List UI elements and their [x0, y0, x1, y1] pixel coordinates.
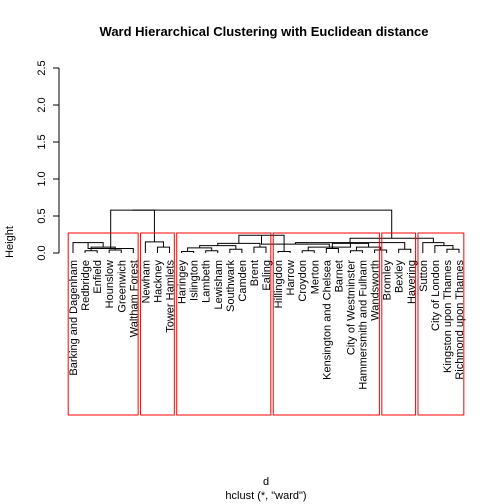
dendrogram-branch — [349, 250, 363, 253]
y-tick-label: 2.0 — [36, 97, 48, 112]
dendrogram-branch — [84, 250, 98, 253]
leaf-label: Hillingdon — [273, 260, 285, 308]
dendrogram-branches — [72, 209, 460, 253]
dendrogram-branch — [260, 235, 330, 248]
leaf-label: Croydon — [297, 260, 309, 302]
leaf-label: Southwark — [225, 260, 237, 312]
cluster-rectangles — [67, 232, 465, 416]
leaf-label: Greenwich — [116, 260, 128, 313]
leaf-labels: Barking and Dagenham Redbridge Enfield Houn… — [68, 259, 466, 389]
leaf-label: Islington — [189, 260, 201, 301]
leaf-label: Enfield — [92, 260, 104, 294]
leaf-label: Wandsworth — [370, 260, 382, 321]
leaf-label: Hounslow — [104, 260, 116, 308]
leaf-label: Lambeth — [201, 260, 213, 303]
leaf-label: City of Westminster — [345, 260, 357, 355]
dendrogram-branch — [398, 248, 412, 253]
leaf-label: Hammersmith and Fulham — [358, 260, 370, 390]
cluster-rect — [140, 232, 175, 416]
y-axis-label: Height — [4, 226, 16, 258]
dendrogram-branch — [229, 248, 243, 253]
leaf-label: Barnet — [333, 260, 345, 292]
leaf-label: Lewisham — [213, 260, 225, 310]
hclust-method-label: hclust (*, "ward") — [225, 490, 306, 502]
leaf-label: Redbridge — [80, 260, 92, 311]
leaf-label: Brent — [249, 260, 261, 286]
cluster-rect — [176, 232, 272, 416]
dendrogram-branch — [132, 209, 393, 239]
y-axis: 0.0 0.5 1.0 1.5 2.0 2.5 — [36, 60, 60, 261]
leaf-label: Harrow — [285, 260, 297, 296]
leaf-label: Sutton — [418, 260, 430, 292]
leaf-label: Richmond upon Thames — [454, 260, 466, 380]
dendrogram-branch — [349, 237, 434, 243]
dendrogram-branch — [253, 246, 267, 253]
y-tick-label: 0.5 — [36, 208, 48, 223]
leaf-label: Bromley — [382, 260, 394, 301]
cluster-rect — [67, 232, 139, 416]
leaf-label: Newham — [140, 260, 152, 303]
dendrogram-branch — [277, 251, 291, 253]
leaf-label: Kensington and Chelsea — [321, 259, 333, 380]
leaf-label: Havering — [406, 260, 418, 304]
leaf-label: Waltham Forest — [128, 260, 140, 337]
dendrogram-branch — [110, 209, 155, 249]
dendrogram-branch — [301, 250, 315, 253]
y-tick-label: 2.5 — [36, 60, 48, 75]
leaf-label: Merton — [309, 260, 321, 294]
dendrogram-branch — [181, 251, 195, 253]
leaf-label: Hackney — [152, 260, 164, 303]
dendrogram-branch — [374, 249, 388, 253]
dendrogram-branch — [156, 246, 170, 253]
leaf-label: Barking and Dagenham — [68, 260, 80, 376]
leaf-label: Ealing — [261, 260, 273, 291]
chart-title: Ward Hierarchical Clustering with Euclid… — [100, 24, 429, 39]
leaf-label: Bexley — [394, 260, 406, 294]
dendrogram-branch — [205, 250, 219, 253]
x-axis-label: d — [263, 476, 269, 488]
leaf-label: Tower Hamlets — [165, 260, 177, 333]
cluster-rect — [417, 232, 465, 416]
y-tick-label: 1.5 — [36, 134, 48, 149]
cluster-rect — [381, 232, 417, 416]
leaf-label: Camden — [237, 260, 249, 302]
dendrogram-branch — [446, 248, 460, 253]
leaf-label: City of London — [430, 260, 442, 331]
cluster-rect — [272, 232, 380, 416]
leaf-label: Kingston upon Thames — [442, 260, 454, 373]
y-tick-label: 0.0 — [36, 245, 48, 260]
dendrogram-branch — [108, 249, 122, 253]
dendrogram-branch — [422, 242, 445, 253]
leaf-label: Haringey — [177, 260, 189, 305]
dendrogram-branch — [325, 248, 339, 253]
y-tick-label: 1.0 — [36, 171, 48, 186]
